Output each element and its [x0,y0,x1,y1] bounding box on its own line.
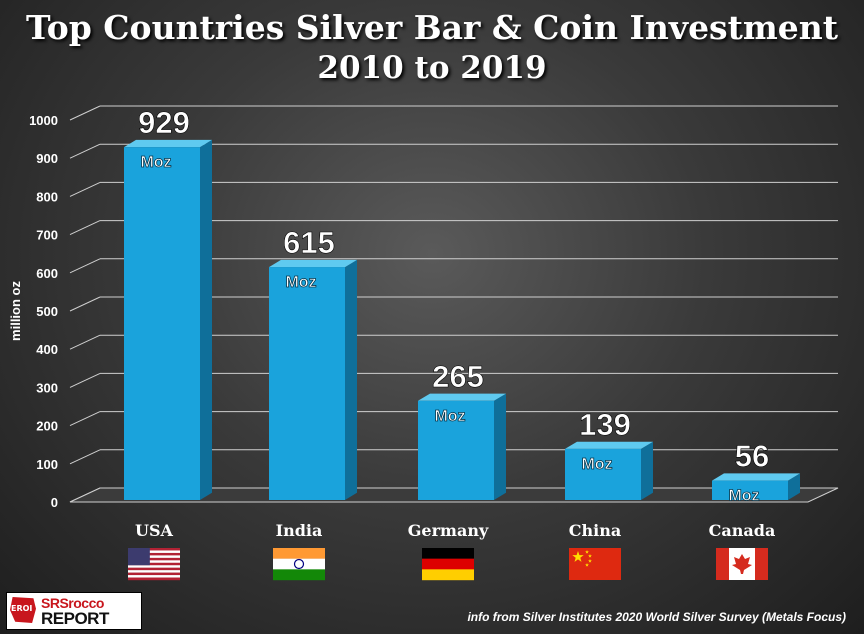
bar-india [269,267,345,500]
bar-side-china [641,441,653,500]
y-axis-label: million oz [8,281,23,341]
grid-diagonal [69,296,101,312]
unit-label-china: Moz [581,456,612,473]
grid-diagonal [69,449,101,465]
y-tick-label: 600 [36,266,58,281]
germany-flag [422,548,474,581]
grid-diagonal [69,258,101,274]
grid-diagonal [69,220,101,236]
chart-subtitle: 2010 to 2019 [317,50,547,86]
bar-top-india [269,259,357,268]
y-tick-label: 300 [36,380,58,395]
bar-side-canada [788,473,800,500]
canada-flag [716,548,768,580]
unit-label-india: Moz [285,274,316,291]
y-tick-label: 100 [36,457,58,472]
bar-usa [124,147,200,500]
y-tick-label: 800 [36,189,58,204]
value-label-india: 615 [283,225,335,260]
bar-germany [418,400,494,500]
y-tick-label: 700 [36,228,58,243]
bar-side-usa [200,139,212,500]
category-label-india: India [276,521,323,540]
srsrocco-logo: EROI SRSrocco REPORT [6,592,142,630]
category-label-germany: Germany [408,521,489,540]
chart-title: Top Countries Silver Bar & Coin Investme… [25,8,839,47]
grid-diagonal [69,105,101,121]
bar-china [565,448,641,500]
bar-canada [712,480,788,500]
bar-side-germany [494,393,506,500]
bar-top-germany [418,393,506,401]
logo-bottom-text: REPORT [41,609,109,628]
china-flag [569,548,621,580]
bar-side-india [345,259,357,500]
usa-flag [128,548,180,581]
unit-label-germany: Moz [434,408,465,425]
logo-top-text: SRSrocco [41,595,104,611]
y-tick-label: 200 [36,419,58,434]
category-label-china: China [569,521,621,540]
category-label-canada: Canada [709,521,776,540]
value-label-usa: 929 [138,105,190,140]
y-tick-label: 500 [36,304,58,319]
value-label-canada: 56 [735,439,769,474]
grid-diagonal [69,411,101,427]
unit-label-canada: Moz [728,488,759,505]
category-label-usa: USA [135,521,174,540]
value-label-china: 139 [579,407,631,442]
y-tick-label: 0 [51,495,58,510]
india-flag [273,548,325,581]
bar-top-usa [124,139,212,148]
bar-top-canada [712,473,800,481]
logo-mark-text: EROI [11,604,33,613]
eroi-mark-icon [10,597,36,623]
y-tick-label: 400 [36,342,58,357]
unit-label-usa: Moz [140,154,171,171]
y-tick-label: 900 [36,151,58,166]
grid-diagonal [69,181,101,197]
grid-diagonal [69,372,101,388]
bar-top-china [565,441,653,449]
grid-diagonal [69,334,101,350]
source-note: info from Silver Institutes 2020 World S… [467,610,846,624]
value-label-germany: 265 [432,359,484,394]
y-tick-label: 1000 [29,113,58,128]
grid-diagonal [69,143,101,159]
